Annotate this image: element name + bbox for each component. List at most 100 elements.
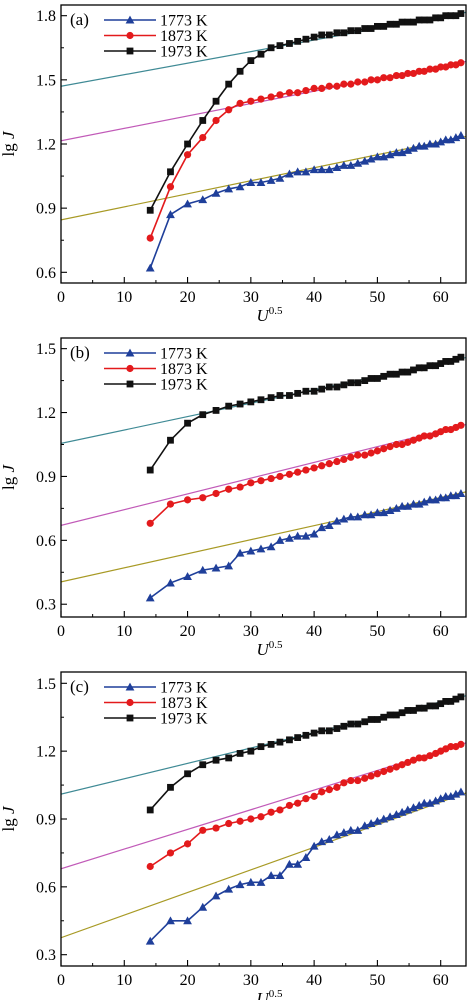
data-point-1973-k xyxy=(426,362,434,370)
data-point-1973-k xyxy=(426,702,434,710)
data-point-1873-k xyxy=(310,84,318,92)
data-point-1973-k xyxy=(333,383,341,391)
data-point-1773-k xyxy=(441,493,451,502)
data-point-1773-k xyxy=(211,891,221,900)
y-axis-title: lg J xyxy=(0,464,18,490)
data-point-1973-k xyxy=(212,97,220,105)
chart-panel-3: 0 10 20 30 40 50 60 0.3 0.6 0.9 1.2 1.5 U0.5 lg J (c) 1… xyxy=(0,671,467,1000)
data-point-1973-k xyxy=(420,364,428,372)
chart-panel-1: 0 10 20 30 40 50 60 0.6 0.9 1.2 1.5 1.8 U0.5 lg J (a) 1… xyxy=(0,4,467,325)
data-point-1873-k xyxy=(415,67,423,75)
legend-marker-1873-k xyxy=(126,698,134,707)
data-point-1873-k xyxy=(310,464,318,472)
data-point-1973-k xyxy=(276,42,284,50)
y-axis-title-base: lg xyxy=(0,139,18,156)
data-point-1873-k xyxy=(426,432,434,440)
legend-label-1873-k: 1873 K xyxy=(160,28,208,45)
data-point-1773-k xyxy=(166,210,175,219)
data-point-1873-k xyxy=(398,440,406,449)
data-point-1873-k xyxy=(325,82,333,90)
data-point-1973-k xyxy=(294,37,302,45)
data-point-1873-k xyxy=(276,472,284,481)
y-tick-label: 1.2 xyxy=(36,405,56,422)
data-point-1773-k xyxy=(451,133,461,142)
data-point-1773-k xyxy=(366,510,376,519)
data-point-1873-k xyxy=(409,436,418,444)
data-point-1873-k xyxy=(285,89,294,97)
x-tick-label: 30 xyxy=(243,289,259,306)
x-tick-label: 60 xyxy=(433,972,449,989)
data-point-1873-k xyxy=(318,462,326,470)
data-point-1873-k xyxy=(166,183,175,191)
x-axis-title: U0.5 xyxy=(256,988,283,1000)
data-point-1873-k xyxy=(257,477,265,485)
data-point-1973-k xyxy=(398,709,406,717)
data-point-1873-k xyxy=(325,460,333,468)
x-tick-label: 40 xyxy=(306,972,322,989)
data-point-1773-k xyxy=(256,178,266,187)
data-point-1773-k xyxy=(397,807,407,816)
data-point-1773-k xyxy=(324,834,334,843)
x-tick-label: 0 xyxy=(57,289,65,306)
data-point-1973-k xyxy=(257,396,265,404)
data-point-1973-k xyxy=(398,18,406,26)
data-point-1773-k xyxy=(266,175,276,184)
data-point-1973-k xyxy=(398,368,406,376)
data-point-1773-k xyxy=(275,173,285,182)
y-tick-label: 0.6 xyxy=(36,265,56,282)
data-point-1873-k xyxy=(354,78,362,86)
data-point-1773-k xyxy=(391,503,401,512)
x-axis-title-sup: 0.5 xyxy=(269,639,283,651)
data-point-1973-k xyxy=(361,377,369,384)
data-point-1873-k xyxy=(380,767,388,776)
data-point-1973-k xyxy=(286,40,293,47)
data-point-1873-k xyxy=(247,479,255,487)
data-point-1973-k xyxy=(257,50,265,58)
x-tick-label: 10 xyxy=(116,972,132,989)
data-point-1973-k xyxy=(225,754,233,762)
legend-label-1973-k: 1973 K xyxy=(160,44,208,61)
data-point-1773-k xyxy=(275,871,285,880)
data-point-1873-k xyxy=(380,445,388,453)
data-point-1873-k xyxy=(420,432,428,440)
data-point-1973-k xyxy=(333,29,341,37)
data-point-1973-k xyxy=(457,10,465,17)
data-point-1873-k xyxy=(347,776,355,785)
data-point-1873-k xyxy=(437,63,445,71)
y-axis-title: lg J xyxy=(0,805,18,831)
data-point-1973-k xyxy=(361,718,369,726)
data-point-1773-k xyxy=(346,160,356,169)
data-point-1973-k xyxy=(386,370,394,378)
x-axis-title: U0.5 xyxy=(256,305,283,325)
data-point-1873-k xyxy=(166,500,175,508)
data-point-1973-k xyxy=(354,27,362,35)
data-point-1773-k xyxy=(211,563,221,572)
data-point-1773-k xyxy=(353,825,363,834)
data-point-1973-k xyxy=(267,394,275,402)
data-point-1773-k xyxy=(309,165,319,174)
data-point-1973-k xyxy=(420,16,428,24)
legend-label-1973-k: 1973 K xyxy=(160,377,208,394)
y-axis-title-base: lg xyxy=(0,814,18,831)
data-point-1773-k xyxy=(324,165,334,174)
data-point-1773-k xyxy=(366,819,376,828)
data-point-1973-k xyxy=(184,140,191,148)
data-point-1973-k xyxy=(184,770,191,778)
data-point-1973-k xyxy=(146,466,154,474)
fit-line-1773-k xyxy=(61,491,466,583)
x-tick-label: 50 xyxy=(369,972,385,989)
data-point-1873-k xyxy=(247,97,255,105)
data-point-1973-k xyxy=(347,720,355,728)
data-point-1773-k xyxy=(436,794,446,803)
data-point-1973-k xyxy=(294,734,302,741)
data-point-1773-k xyxy=(373,816,382,825)
data-point-1973-k xyxy=(457,693,465,701)
x-tick-label: 30 xyxy=(243,972,259,989)
data-point-1973-k xyxy=(286,736,293,744)
data-point-1873-k xyxy=(236,483,244,491)
data-point-1773-k xyxy=(346,512,356,521)
series-line-1773-k xyxy=(149,791,462,942)
data-point-1773-k xyxy=(409,499,418,508)
data-point-1773-k xyxy=(183,916,192,925)
data-point-1873-k xyxy=(294,468,302,476)
